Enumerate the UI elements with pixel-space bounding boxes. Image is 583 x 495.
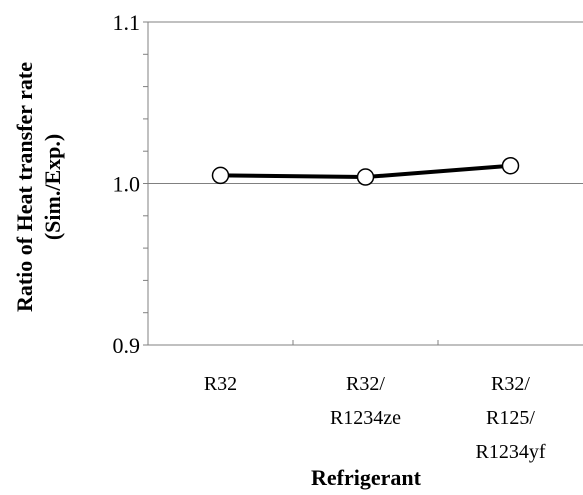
data-point xyxy=(211,166,230,185)
x-tick-label: R32/ xyxy=(346,373,385,395)
x-tick-label: R125/ xyxy=(486,407,535,429)
y-tick-label: 1.0 xyxy=(113,172,141,197)
x-tick-label: R32 xyxy=(204,373,237,395)
x-tick-label: R1234ze xyxy=(330,407,401,429)
x-tick-label: R32/ xyxy=(491,373,530,395)
x-axis-title: Refrigerant xyxy=(311,465,422,490)
y-tick-label: 0.9 xyxy=(113,333,141,358)
data-point xyxy=(356,168,375,186)
y-axis-title-line-2: (Sim./Exp.) xyxy=(40,134,65,240)
y-axis-title: Ratio of Heat transfer rate (Sim./Exp.) xyxy=(12,62,65,312)
x-tick-label: R1234yf xyxy=(476,441,546,463)
y-axis-title-line-1: Ratio of Heat transfer rate xyxy=(12,62,37,312)
data-point xyxy=(501,156,520,175)
plot-area: 0.9 1.0 1.1 R32 R32/R1234ze R32/R125/R1234yf xyxy=(113,10,583,463)
y-tick-label: 1.1 xyxy=(113,10,141,35)
